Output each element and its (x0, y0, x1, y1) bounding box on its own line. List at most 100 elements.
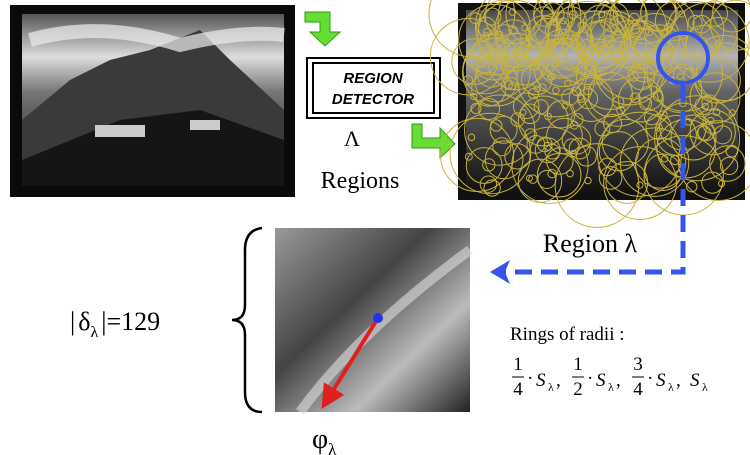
region-center (373, 313, 383, 323)
scale-subscript: λ (702, 380, 708, 394)
scale: S (656, 370, 666, 391)
scale: S (536, 370, 546, 391)
region-circle (603, 146, 677, 220)
separator: , (556, 370, 561, 391)
region-circle (630, 24, 641, 35)
numerator: 1 (573, 354, 583, 375)
region-circle (504, 143, 531, 170)
region-circle (544, 112, 552, 121)
descriptor-size: | δλ |=129 (70, 307, 160, 341)
region-circle (661, 46, 670, 54)
region-circle (534, 137, 561, 164)
region-circle (479, 175, 498, 193)
region-circle (474, 59, 518, 103)
region-circle (500, 76, 520, 96)
region-circle (658, 110, 668, 120)
scale-subscript: λ (608, 380, 614, 394)
region-circle (566, 169, 574, 178)
region-circle (552, 86, 560, 95)
connector-arrowhead (490, 260, 510, 284)
region-circle (558, 52, 569, 63)
region-circle (689, 109, 736, 156)
region-circle (618, 76, 664, 123)
region-circle (685, 24, 721, 61)
region-circle (656, 114, 697, 156)
region-circle (701, 171, 724, 194)
region-circle (470, 92, 478, 101)
region-circle (644, 26, 655, 37)
scale-subscript: λ (668, 380, 674, 394)
region-circle (619, 127, 690, 197)
region-circle (532, 0, 576, 36)
region-circle (477, 0, 550, 72)
region-circle (529, 61, 540, 71)
region-circle (728, 109, 736, 117)
region-circle (470, 33, 518, 81)
denominator: 4 (513, 379, 523, 400)
operator: · (647, 368, 653, 389)
region-circle (464, 94, 536, 166)
region-circle (660, 154, 669, 163)
region-circle (701, 0, 729, 27)
region-circle (710, 0, 750, 51)
region-circle (428, 0, 516, 58)
region-circle (517, 95, 569, 147)
region-circle (525, 174, 533, 182)
region-circle (577, 93, 585, 101)
region-circle (464, 152, 473, 161)
region-circle (640, 0, 677, 32)
region-circle (577, 21, 585, 29)
region-circle (533, 17, 561, 45)
region-circle (554, 143, 640, 228)
regions-label: Regions (321, 168, 400, 194)
region-circle (429, 17, 508, 96)
region-circle (492, 137, 512, 157)
region-circle (528, 174, 538, 184)
region-circle (616, 106, 626, 116)
region-circle (475, 53, 496, 74)
region-circle (489, 115, 518, 144)
region-circle (474, 0, 557, 68)
region-circle (712, 0, 750, 33)
region-circle (645, 49, 655, 58)
region-circle (596, 78, 604, 86)
input-image (10, 5, 295, 197)
region-circle (702, 113, 724, 135)
region-circle (654, 1, 695, 42)
scale: S (596, 370, 606, 391)
region-circle (636, 181, 644, 189)
numerator: 1 (513, 354, 523, 375)
region-circle (628, 20, 662, 54)
region-circle (568, 10, 578, 20)
rings-title: Rings of radii : (510, 324, 625, 345)
region-circle (630, 13, 681, 64)
region-circle (500, 38, 549, 86)
region-circle (713, 125, 733, 145)
region-circle (597, 10, 606, 19)
brace (231, 226, 263, 414)
region-circle (563, 138, 580, 155)
region-circle (592, 19, 673, 100)
region-circle (533, 99, 549, 115)
region-circle (449, 112, 532, 195)
region-circle (546, 147, 574, 175)
region-circle (627, 62, 655, 91)
region-circle (687, 14, 703, 30)
flow-arrow (411, 123, 456, 160)
region-circle (440, 117, 515, 192)
region-circle (576, 145, 597, 167)
denominator: 2 (573, 379, 583, 400)
region-circle (601, 118, 649, 166)
detector-label: DETECTOR (332, 91, 414, 108)
region-circle (638, 85, 663, 110)
region-circle (639, 97, 653, 111)
region-circle (656, 66, 703, 113)
region-circle (689, 72, 741, 124)
region-circle (662, 28, 670, 36)
scale-subscript: λ (548, 380, 554, 394)
region-circle (570, 113, 584, 127)
region-circle (484, 140, 524, 180)
region-circle (628, 12, 640, 25)
region-circle (559, 17, 567, 25)
